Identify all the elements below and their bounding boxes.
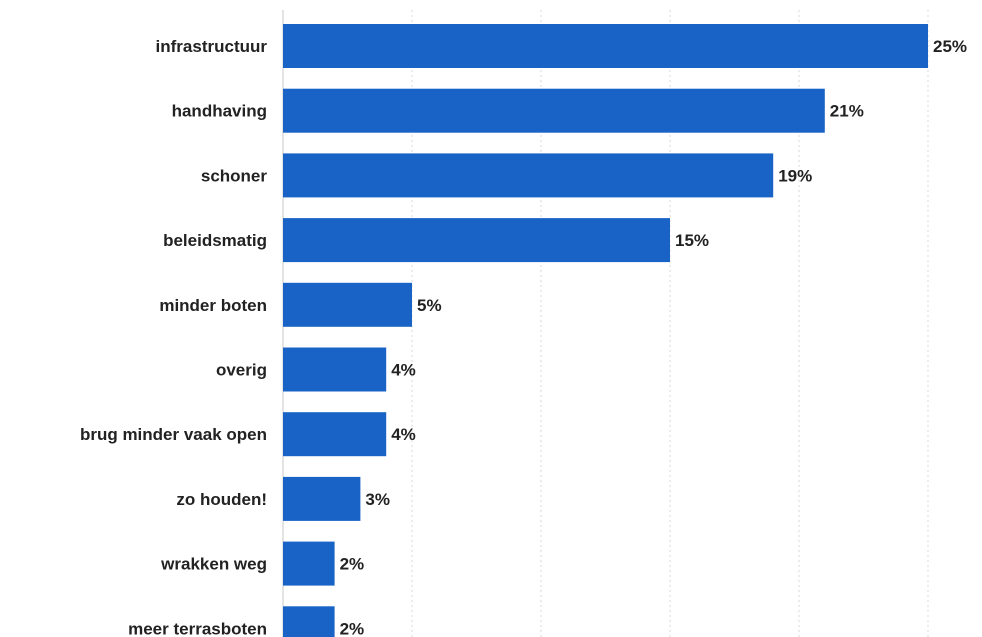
- value-label: 25%: [933, 37, 967, 56]
- value-label: 21%: [830, 102, 864, 121]
- category-label: handhaving: [172, 102, 267, 121]
- bar: [283, 218, 670, 263]
- category-label: wrakken weg: [160, 555, 267, 574]
- category-label: infrastructuur: [156, 37, 268, 56]
- category-label: zo houden!: [176, 490, 267, 509]
- category-label: beleidsmatig: [163, 231, 267, 250]
- bars: [283, 24, 928, 637]
- bar: [283, 541, 335, 586]
- value-label: 4%: [391, 425, 416, 444]
- value-label: 15%: [675, 231, 709, 250]
- value-labels: 25% 21% 19% 15% 5% 4% 4% 3% 2% 2%: [340, 37, 967, 637]
- bar: [283, 476, 361, 521]
- category-label: schoner: [201, 166, 268, 185]
- category-label: meer terrasboten: [128, 619, 267, 637]
- value-label: 19%: [778, 166, 812, 185]
- bar: [283, 412, 387, 457]
- value-label: 2%: [340, 619, 365, 637]
- bar: [283, 24, 928, 68]
- bar: [283, 606, 335, 637]
- value-label: 3%: [365, 490, 390, 509]
- bar: [283, 153, 774, 198]
- category-labels: infrastructuur handhaving schoner beleidsma…: [80, 37, 267, 637]
- bar: [283, 282, 412, 327]
- value-label: 2%: [340, 555, 365, 574]
- value-label: 5%: [417, 296, 442, 315]
- bar: [283, 88, 825, 133]
- value-label: 4%: [391, 361, 416, 380]
- category-label: brug minder vaak open: [80, 425, 267, 444]
- category-label: overig: [216, 361, 267, 380]
- bar: [283, 347, 387, 392]
- category-label: minder boten: [159, 296, 267, 315]
